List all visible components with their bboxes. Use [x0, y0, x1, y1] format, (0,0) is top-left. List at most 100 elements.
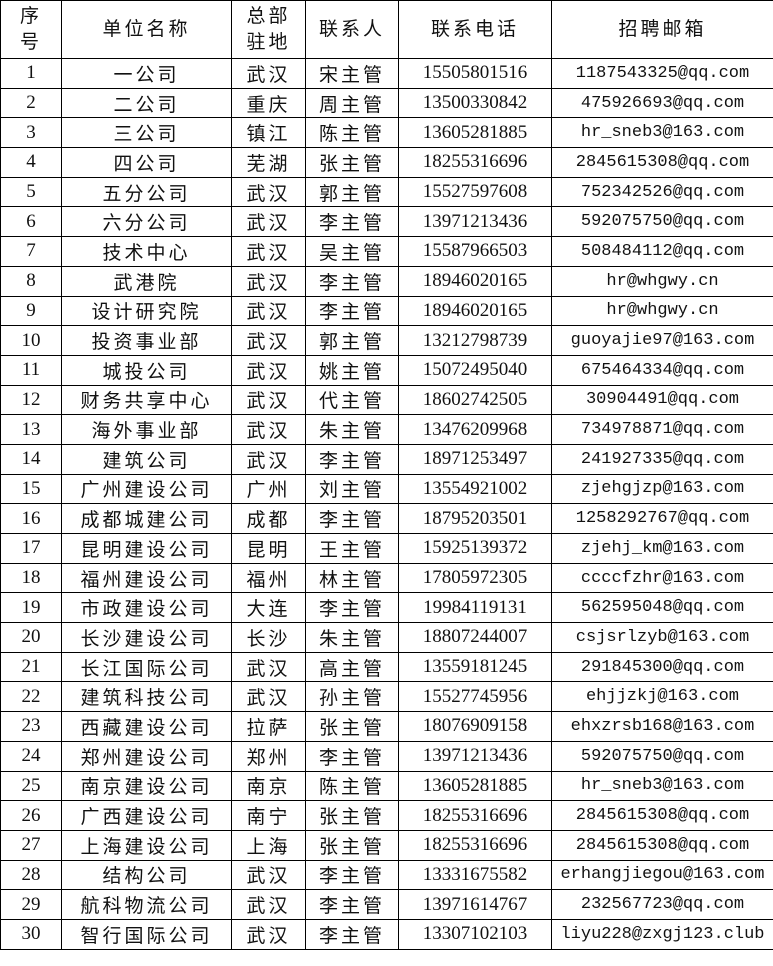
email-cell: zjehj_km@163.com: [551, 533, 773, 564]
email-cell: 562595048@qq.com: [551, 592, 773, 624]
index-cell: 17: [0, 533, 62, 564]
index-cell: 1: [0, 58, 62, 89]
contact-person-cell: 吴主管: [305, 236, 399, 267]
contact-person-cell: 李主管: [305, 918, 399, 950]
header-unit-name: 单位名称: [61, 0, 232, 59]
phone-cell: 18946020165: [398, 295, 552, 327]
index-cell: 27: [0, 829, 62, 861]
table-row: 4 四公司 芜湖 张主管 18255316696 2845615308@qq.com: [0, 147, 773, 178]
phone-cell: 15527745956: [398, 681, 552, 713]
contact-person-cell: 周主管: [305, 87, 399, 119]
hq-location-cell: 武汉: [231, 206, 306, 238]
unit-name-cell: 长沙建设公司: [61, 622, 232, 653]
unit-name-cell: 成都城建公司: [61, 503, 232, 534]
phone-cell: 13559181245: [398, 651, 552, 683]
contact-person-cell: 郭主管: [305, 325, 399, 356]
phone-cell: 15527597608: [398, 176, 552, 208]
contact-person-cell: 李主管: [305, 889, 399, 920]
email-cell: zjehgjzp@163.com: [551, 473, 773, 505]
unit-name-cell: 郑州建设公司: [61, 740, 232, 772]
unit-name-cell: 财务共享中心: [61, 384, 232, 416]
hq-location-cell: 武汉: [231, 58, 306, 89]
phone-cell: 13331675582: [398, 859, 552, 891]
index-cell: 19: [0, 592, 62, 624]
email-cell: 1187543325@qq.com: [551, 58, 773, 89]
unit-name-cell: 六分公司: [61, 206, 232, 238]
phone-cell: 18795203501: [398, 503, 552, 534]
phone-cell: 18076909158: [398, 711, 552, 742]
phone-cell: 13554921002: [398, 473, 552, 505]
unit-name-cell: 西藏建设公司: [61, 711, 232, 742]
contact-person-cell: 刘主管: [305, 473, 399, 505]
hq-location-cell: 武汉: [231, 325, 306, 356]
phone-cell: 18946020165: [398, 265, 552, 297]
table-row: 9 设计研究院 武汉 李主管 18946020165 hr@whgwy.cn: [0, 295, 773, 327]
index-cell: 30: [0, 918, 62, 950]
email-cell: erhangjiegou@163.com: [551, 859, 773, 891]
table-row: 5 五分公司 武汉 郭主管 15527597608 752342526@qq.com: [0, 176, 773, 208]
email-cell: 30904491@qq.com: [551, 384, 773, 416]
contact-person-cell: 陈主管: [305, 770, 399, 802]
index-cell: 4: [0, 147, 62, 178]
hq-location-cell: 长沙: [231, 622, 306, 653]
unit-name-cell: 四公司: [61, 147, 232, 178]
table-row: 27 上海建设公司 上海 张主管 18255316696 2845615308@qq.co…: [0, 829, 773, 861]
hq-location-cell: 武汉: [231, 414, 306, 445]
contact-person-cell: 李主管: [305, 592, 399, 624]
hq-location-cell: 武汉: [231, 651, 306, 683]
table-row: 16 成都城建公司 成都 李主管 18795203501 1258292767@qq.co…: [0, 503, 773, 534]
phone-cell: 13605281885: [398, 770, 552, 802]
index-cell: 26: [0, 800, 62, 831]
table-row: 23 西藏建设公司 拉萨 张主管 18076909158 ehxzrsb168@163.c…: [0, 711, 773, 742]
index-cell: 13: [0, 414, 62, 445]
phone-cell: 13500330842: [398, 87, 552, 119]
email-cell: 508484112@qq.com: [551, 236, 773, 267]
hq-location-cell: 大连: [231, 592, 306, 624]
index-cell: 9: [0, 295, 62, 327]
email-cell: hr@whgwy.cn: [551, 295, 773, 327]
hq-location-cell: 武汉: [231, 859, 306, 891]
contact-person-cell: 孙主管: [305, 681, 399, 713]
index-cell: 14: [0, 443, 62, 475]
phone-cell: 13212798739: [398, 325, 552, 356]
unit-name-cell: 武港院: [61, 265, 232, 297]
email-cell: 2845615308@qq.com: [551, 829, 773, 861]
contact-person-cell: 张主管: [305, 829, 399, 861]
index-cell: 12: [0, 384, 62, 416]
hq-location-cell: 南宁: [231, 800, 306, 831]
contact-person-cell: 李主管: [305, 443, 399, 475]
email-cell: csjsrlzyb@163.com: [551, 622, 773, 653]
header-contact-person: 联系人: [305, 0, 399, 59]
contact-person-cell: 代主管: [305, 384, 399, 416]
email-cell: 2845615308@qq.com: [551, 147, 773, 178]
index-cell: 23: [0, 711, 62, 742]
contact-person-cell: 王主管: [305, 533, 399, 564]
email-cell: 241927335@qq.com: [551, 443, 773, 475]
unit-name-cell: 长江国际公司: [61, 651, 232, 683]
contact-person-cell: 李主管: [305, 295, 399, 327]
contact-person-cell: 李主管: [305, 503, 399, 534]
email-cell: ccccfzhr@163.com: [551, 562, 773, 594]
contact-person-cell: 朱主管: [305, 622, 399, 653]
email-cell: ehjjzkj@163.com: [551, 681, 773, 713]
header-email: 招聘邮箱: [551, 0, 773, 59]
table-row: 13 海外事业部 武汉 朱主管 13476209968 734978871@qq.com: [0, 414, 773, 445]
email-cell: 232567723@qq.com: [551, 889, 773, 920]
contact-person-cell: 朱主管: [305, 414, 399, 445]
table-row: 14 建筑公司 武汉 李主管 18971253497 241927335@qq.com: [0, 443, 773, 475]
unit-name-cell: 五分公司: [61, 176, 232, 208]
unit-name-cell: 建筑公司: [61, 443, 232, 475]
hq-location-cell: 武汉: [231, 918, 306, 950]
table-body: 1 一公司 武汉 宋主管 15505801516 1187543325@qq.com 2 二公…: [0, 58, 773, 950]
hq-location-cell: 武汉: [231, 443, 306, 475]
index-cell: 20: [0, 622, 62, 653]
unit-name-cell: 南京建设公司: [61, 770, 232, 802]
email-cell: hr@whgwy.cn: [551, 265, 773, 297]
index-cell: 21: [0, 651, 62, 683]
table-row: 28 结构公司 武汉 李主管 13331675582 erhangjiegou@163.c…: [0, 859, 773, 891]
table-row: 21 长江国际公司 武汉 高主管 13559181245 291845300@qq.com: [0, 651, 773, 683]
phone-cell: 13971213436: [398, 740, 552, 772]
hq-location-cell: 武汉: [231, 295, 306, 327]
table-row: 15 广州建设公司 广州 刘主管 13554921002 zjehgjzp@163.com: [0, 473, 773, 505]
